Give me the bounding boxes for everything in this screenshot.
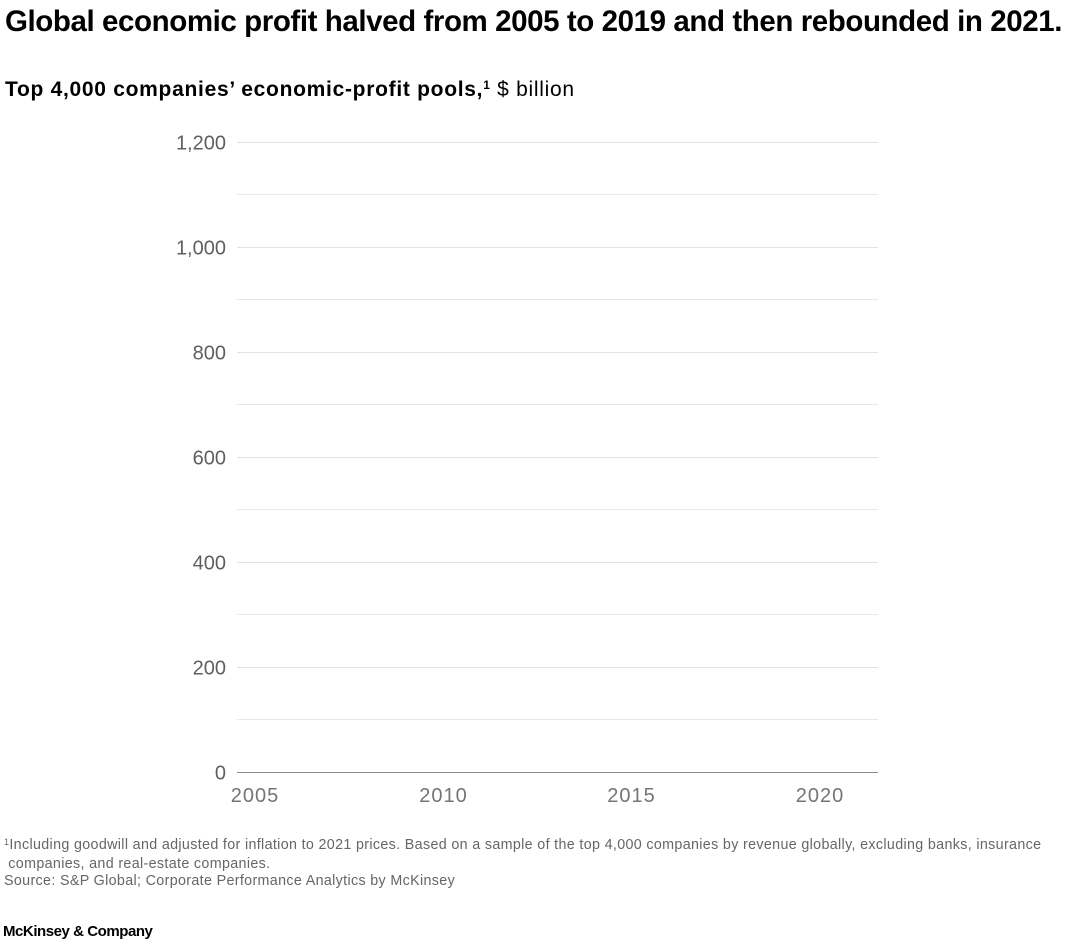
svg-text:1,000: 1,000	[176, 238, 226, 260]
svg-text:400: 400	[193, 553, 226, 575]
svg-text:200: 200	[193, 658, 226, 680]
svg-text:600: 600	[193, 448, 226, 470]
svg-text:2020: 2020	[796, 785, 845, 807]
svg-text:1,200: 1,200	[176, 133, 226, 155]
svg-text:800: 800	[193, 343, 226, 365]
svg-text:2005: 2005	[231, 785, 280, 807]
svg-text:2015: 2015	[607, 785, 656, 807]
svg-text:2010: 2010	[419, 785, 468, 807]
svg-text:0: 0	[215, 763, 226, 785]
